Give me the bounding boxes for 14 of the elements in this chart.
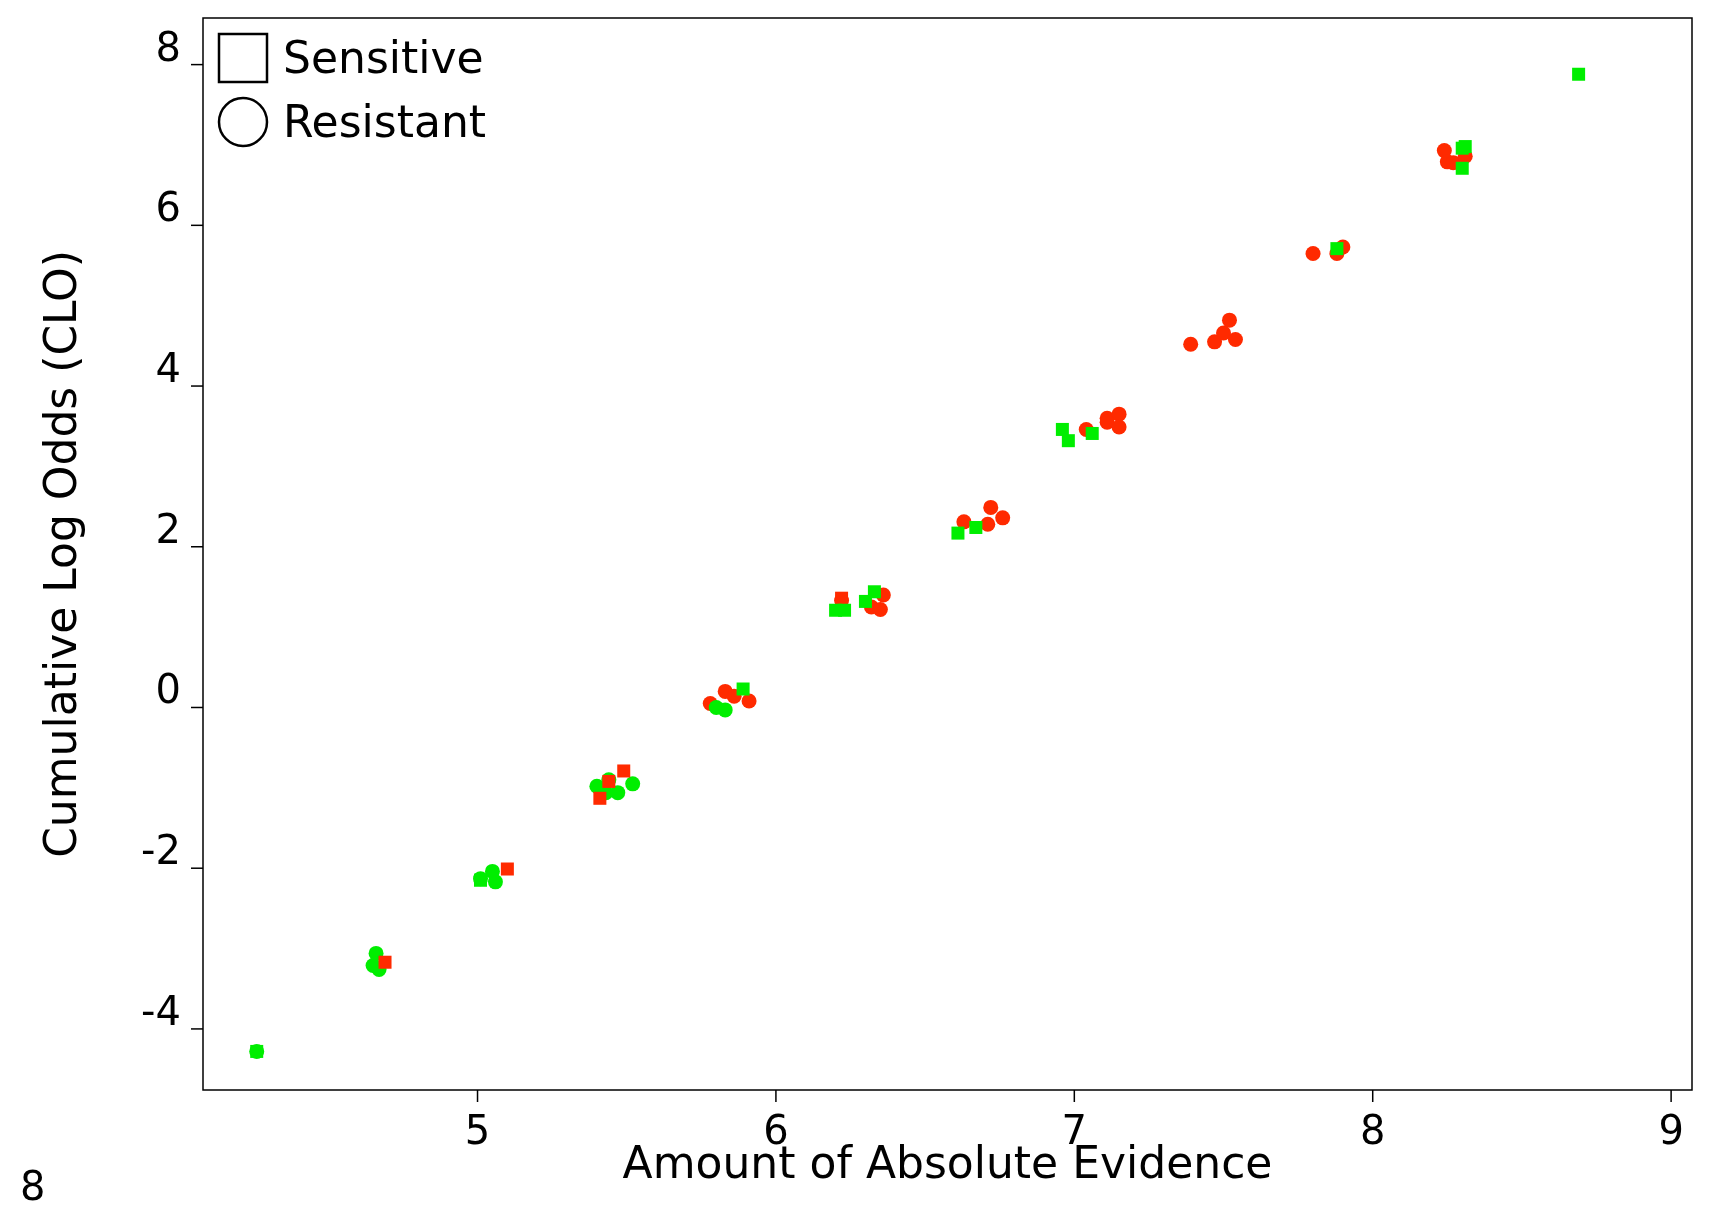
y-tick-label: 4 — [155, 345, 181, 392]
y-tick-label: 6 — [155, 184, 181, 231]
y-tick-label: -4 — [141, 987, 181, 1034]
y-tick-label: 2 — [155, 505, 181, 552]
x-tick-label: 9 — [1658, 1107, 1684, 1153]
text: 8 — [20, 1163, 46, 1209]
annotation: Resistant — [283, 96, 487, 147]
annotation: Sensitive — [283, 32, 484, 83]
y-axis-title: Cumulative Log Odds (CLO) — [35, 250, 86, 858]
y-tick-label: -2 — [141, 827, 181, 874]
x-tick-label: 8 — [1359, 1107, 1386, 1153]
y-tick-label: 0 — [155, 666, 181, 713]
x-tick-label: 5 — [464, 1107, 491, 1153]
y-tick-label: 8 — [155, 23, 181, 70]
